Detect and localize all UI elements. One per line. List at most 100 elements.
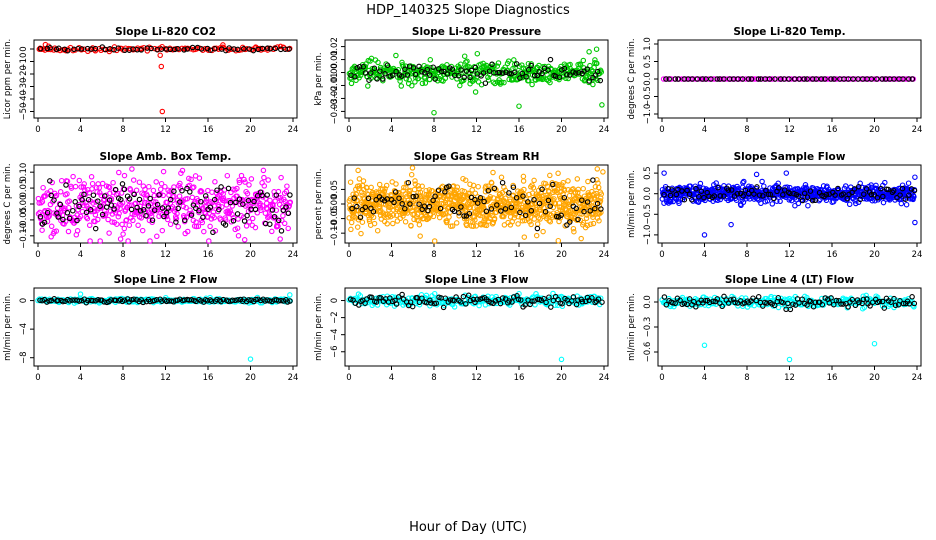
y-tick-label: −4 [330, 328, 340, 341]
reference-point [264, 192, 270, 198]
reference-point [513, 61, 520, 67]
reference-point [64, 47, 71, 54]
y-axis-label: ml/min per min. [627, 170, 637, 238]
x-tick-label: 8 [120, 125, 125, 135]
x-tick-label: 16 [514, 373, 525, 383]
data-point [196, 209, 202, 216]
data-point [97, 238, 103, 244]
data-point [75, 207, 81, 213]
data-point [534, 221, 541, 227]
reference-point [699, 76, 706, 82]
data-point [259, 203, 266, 209]
data-point [106, 230, 112, 236]
data-point [266, 212, 272, 218]
x-tick-label: 8 [120, 250, 125, 260]
data-point [485, 218, 492, 224]
reference-point [78, 46, 85, 52]
reference-point [455, 73, 462, 79]
data-point [590, 81, 596, 88]
x-tick-label: 16 [827, 250, 838, 260]
data-point [590, 220, 597, 227]
reference-point [489, 61, 495, 68]
data-point [431, 238, 438, 244]
reference-point [92, 225, 99, 232]
x-tick-label: 20 [556, 250, 567, 260]
data-point [358, 230, 364, 237]
data-point [77, 213, 84, 220]
reference-point [822, 76, 828, 82]
data-point [356, 185, 362, 192]
reference-point [37, 214, 44, 220]
data-point [591, 64, 597, 71]
data-point [442, 75, 449, 82]
data-point [48, 223, 55, 230]
outlier-point [158, 63, 165, 70]
reference-point [382, 71, 388, 77]
reference-point [212, 46, 218, 52]
reference-point [175, 45, 181, 52]
reference-point [447, 65, 453, 71]
data-point [356, 183, 363, 189]
data-point [70, 173, 76, 180]
y-tick-label: 0.00 [19, 195, 29, 214]
reference-point [182, 217, 188, 224]
data-point [76, 177, 83, 184]
outlier-point [516, 103, 522, 109]
data-point [89, 180, 96, 187]
data-point [269, 228, 275, 235]
reference-point [468, 67, 475, 74]
data-point [416, 186, 422, 192]
reference-point [84, 45, 91, 52]
data-point [195, 197, 201, 204]
y-tick-label: −20 [19, 65, 29, 83]
data-point [130, 217, 136, 224]
y-tick-label: 0.0 [643, 295, 653, 309]
reference-point [223, 47, 229, 54]
data-point [805, 202, 811, 209]
data-point [833, 76, 840, 82]
reference-point [108, 202, 115, 208]
data-point [498, 79, 505, 86]
outlier-point [599, 102, 605, 108]
y-tick-label: 0 [19, 46, 29, 51]
data-point [248, 176, 255, 182]
reference-point [103, 204, 110, 210]
reference-point [517, 75, 523, 81]
data-point [460, 77, 467, 84]
reference-point [44, 209, 51, 216]
data-point [574, 176, 581, 182]
data-point [285, 225, 291, 232]
data-point [462, 177, 469, 183]
reference-point [528, 62, 534, 69]
outlier-point [753, 171, 760, 178]
reference-point [234, 211, 241, 217]
data-point [241, 237, 248, 243]
y-axis-label: Licor ppm per min. [3, 39, 13, 120]
data-point [370, 214, 377, 221]
y-tick-label: 1.0 [643, 37, 653, 51]
data-point [207, 223, 213, 230]
reference-point [214, 187, 220, 193]
reference-point [259, 45, 266, 52]
data-point [150, 187, 157, 194]
panel-title: Slope Li-820 Temp. [733, 26, 845, 38]
y-axis-label: percent per min. [314, 169, 324, 240]
reference-point [467, 74, 473, 81]
data-point [53, 192, 60, 199]
panel-title: Slope Li-820 Pressure [412, 26, 541, 38]
x-tick-label: 0 [346, 125, 351, 135]
data-point [368, 202, 374, 209]
data-point [80, 200, 86, 206]
data-point [397, 78, 403, 84]
data-point [136, 179, 143, 185]
panel-title: Slope Line 2 Flow [114, 274, 218, 286]
x-tick-label: 20 [869, 125, 880, 135]
x-tick-label: 4 [389, 250, 394, 260]
data-point [199, 219, 206, 226]
data-point [89, 186, 95, 192]
data-point [898, 200, 905, 207]
x-tick-label: 24 [599, 373, 610, 383]
series-points [346, 290, 605, 363]
data-point [393, 52, 399, 59]
